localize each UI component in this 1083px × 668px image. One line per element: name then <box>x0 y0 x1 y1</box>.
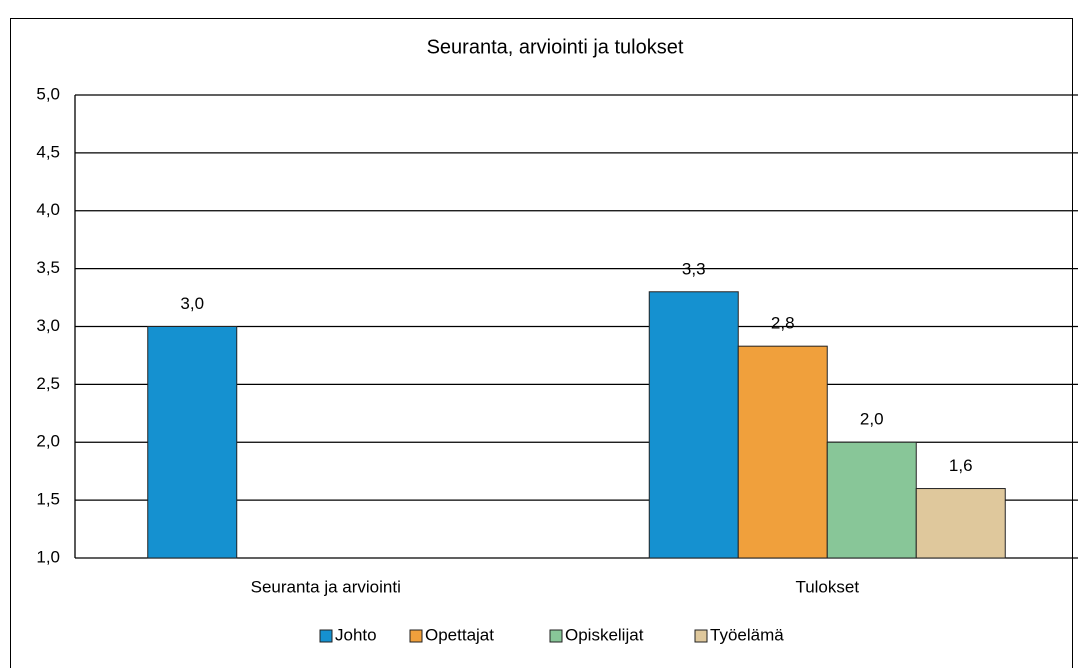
y-tick-label: 3,0 <box>36 316 60 335</box>
bar <box>648 291 739 559</box>
y-tick-label: 5,0 <box>36 84 60 103</box>
y-tick-label: 2,5 <box>36 374 60 393</box>
data-label: 2,8 <box>771 314 795 333</box>
y-tick-label: 4,0 <box>36 200 60 219</box>
legend-swatch <box>409 629 423 643</box>
y-tick-label: 1,0 <box>36 547 60 566</box>
legend-label: Työelämä <box>710 625 784 644</box>
legend-label: Johto <box>335 625 377 644</box>
x-tick-label: Seuranta ja arviointi <box>251 577 401 596</box>
data-label: 3,0 <box>180 294 204 313</box>
data-label: 1,6 <box>949 456 973 475</box>
y-tick-label: 4,5 <box>36 142 60 161</box>
y-tick-label: 3,5 <box>36 258 60 277</box>
data-label: 2,0 <box>860 410 884 429</box>
legend-swatch <box>694 629 708 643</box>
x-tick-label: Tulokset <box>795 577 859 596</box>
bar <box>915 488 1006 559</box>
bar <box>737 345 828 559</box>
legend-label: Opettajat <box>425 625 494 644</box>
y-tick-label: 2,0 <box>36 432 60 451</box>
y-tick-label: 1,5 <box>36 490 60 509</box>
legend-swatch <box>319 629 333 643</box>
bar <box>147 326 238 559</box>
chart-title: Seuranta, arviointi ja tulokset <box>427 36 684 58</box>
bar <box>826 441 917 559</box>
legend-swatch <box>549 629 563 643</box>
data-label: 3,3 <box>682 259 706 278</box>
legend-label: Opiskelijat <box>565 625 644 644</box>
